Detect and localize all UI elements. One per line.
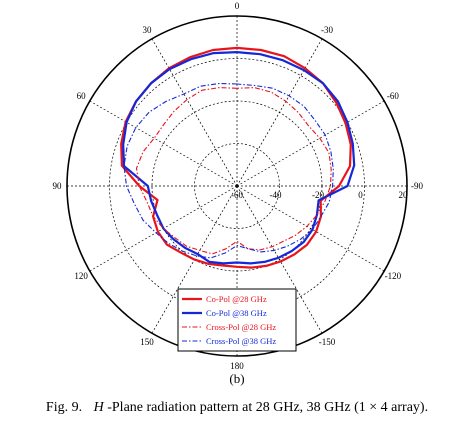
legend: Co-Pol @28 GHz Co-Pol @38 GHz Cross-Pol @2…: [177, 288, 297, 352]
series-line-2: [135, 87, 332, 255]
radial-labels: -60 -40 -20 0 20: [231, 190, 408, 200]
figure-caption: Fig. 9. H -Plane radiation pattern at 28…: [46, 400, 428, 415]
caption-text: -Plane radiation pattern at 28 GHz, 38 G…: [107, 400, 428, 415]
angle-tick-label: 0: [235, 1, 240, 11]
radial-tick-label: -60: [231, 190, 243, 200]
angle-tick-label: -30: [321, 25, 333, 35]
series-lines: [120, 46, 356, 269]
angle-tick-label: 120: [74, 271, 88, 281]
grid-spoke: [236, 38, 323, 187]
angle-tick-label: 60: [77, 91, 87, 101]
legend-entry: Cross-Pol @38 GHz: [206, 336, 276, 346]
angle-tick-label: -90: [411, 181, 423, 191]
polar-grid: [66, 15, 408, 357]
radial-tick-label: -40: [270, 190, 282, 200]
grid-spoke: [89, 100, 238, 187]
angle-labels: 0 30 60 90 120 150 180 -150 -120 -90 -60 -30: [53, 1, 424, 371]
grid-spoke: [236, 100, 385, 187]
caption-italic: H: [93, 400, 105, 415]
series-line-1: [122, 51, 356, 265]
angle-tick-label: -60: [387, 91, 399, 101]
legend-entry: Co-Pol @38 GHz: [206, 308, 267, 318]
legend-box: [177, 288, 297, 352]
grid-spoke: [151, 38, 238, 187]
angle-tick-label: 180: [230, 361, 244, 371]
angle-tick-label: 150: [140, 337, 154, 347]
grid-spoke: [236, 185, 385, 272]
radial-tick-label: 20: [399, 190, 409, 200]
caption-prefix: Fig. 9.: [46, 400, 82, 415]
grid-spoke: [236, 185, 323, 334]
legend-entry: Cross-Pol @28 GHz: [206, 322, 276, 332]
series-line-3: [123, 82, 334, 259]
legend-entry: Co-Pol @28 GHz: [206, 294, 267, 304]
angle-tick-label: 90: [53, 181, 63, 191]
angle-tick-label: -150: [319, 337, 336, 347]
angle-tick-label: -120: [385, 271, 402, 281]
grid-circle: [194, 143, 280, 229]
radial-tick-label: 0: [358, 190, 363, 200]
sub-label: (b): [229, 371, 244, 386]
angle-tick-label: 30: [143, 25, 153, 35]
radial-tick-label: -20: [312, 190, 324, 200]
